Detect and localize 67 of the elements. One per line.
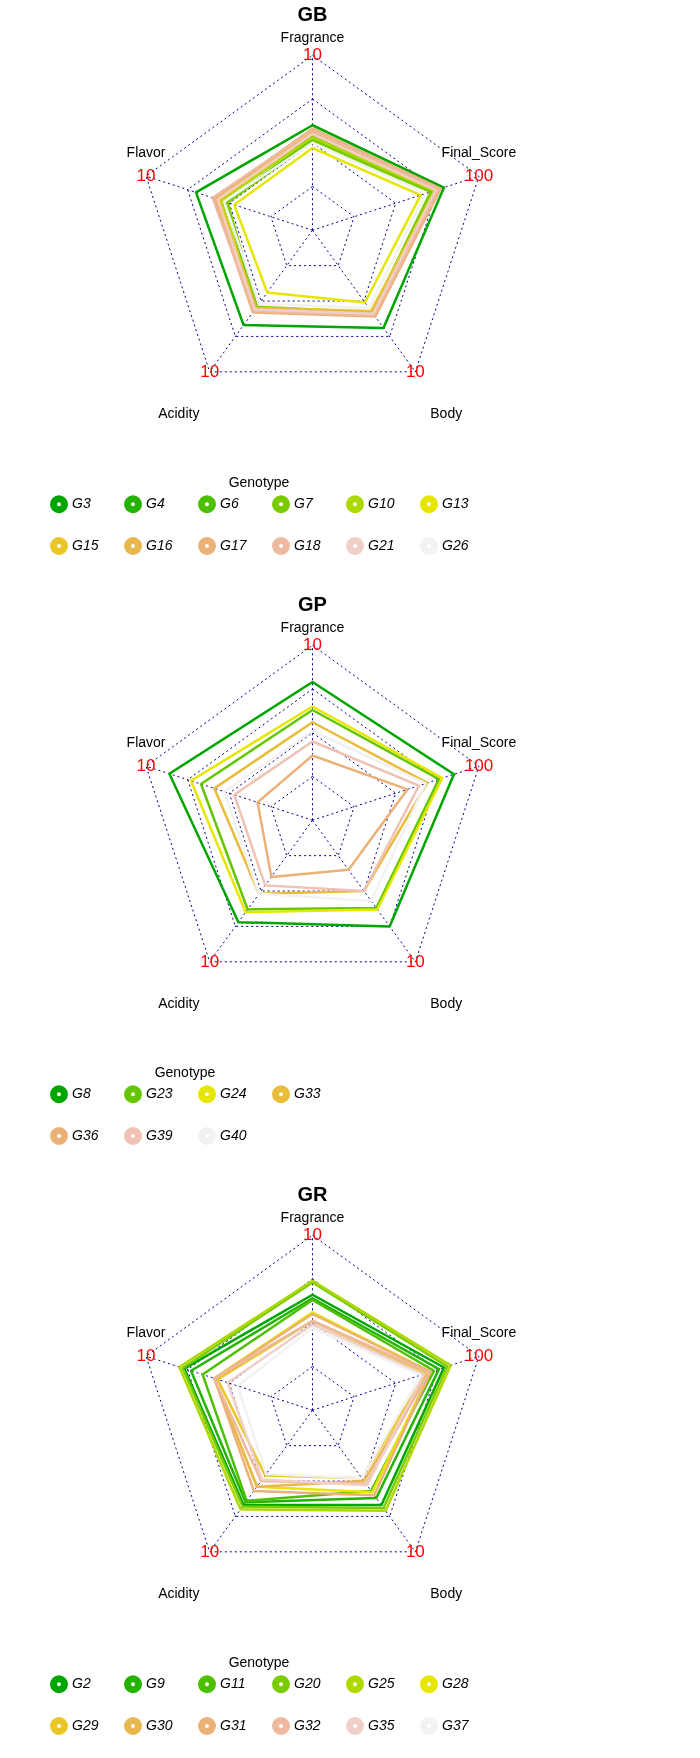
legend-label: G11 (220, 1675, 246, 1692)
legend-label: G26 (442, 537, 469, 553)
spoke-label: Flavor (126, 734, 166, 751)
text: 10 (405, 951, 425, 971)
text: 10 (303, 45, 322, 65)
spoke-label: Body (430, 405, 463, 422)
legend-label: G20 (294, 1675, 321, 1692)
legend-label: G21 (368, 537, 395, 553)
legend-label: G37 (442, 1717, 470, 1733)
legend-label: G33 (294, 1085, 321, 1102)
text: 10 (200, 361, 220, 381)
legend-label: G2 (72, 1675, 91, 1692)
spoke-label: Acidity (158, 1585, 200, 1602)
spoke-label: Final_Score (441, 1324, 517, 1341)
spoke-label: Fragrance (280, 28, 345, 45)
legend-label: G29 (72, 1717, 99, 1733)
spoke-label: Final_Score (441, 144, 517, 161)
text: 10 (405, 361, 425, 381)
legend-label: G10 (368, 495, 395, 512)
legend-label: G15 (72, 537, 99, 553)
text: 10 (136, 1346, 156, 1366)
spoke-label: Fragrance (280, 1208, 345, 1225)
legend-label: G36 (72, 1127, 99, 1143)
text: 10 (136, 756, 156, 776)
chart-title: GR (297, 1183, 329, 1205)
legend-label: G9 (146, 1675, 165, 1692)
legend-label: G31 (220, 1717, 247, 1733)
text: 100 (464, 1346, 494, 1366)
legend-title: Genotype (228, 474, 290, 490)
text: 100 (464, 756, 494, 776)
legend-label: G17 (220, 537, 248, 553)
spoke-label: Body (430, 1585, 463, 1602)
text: 10 (200, 1541, 220, 1561)
legend-label: G24 (220, 1085, 247, 1102)
legend-label: G32 (294, 1717, 321, 1733)
legend-label: G3 (72, 495, 91, 512)
legend-label: G35 (368, 1717, 395, 1733)
legend-label: G16 (146, 537, 173, 553)
legend-label: G30 (146, 1717, 173, 1733)
spoke-label: Body (430, 995, 463, 1012)
spoke-label: Flavor (126, 144, 166, 161)
legend-label: G25 (368, 1675, 395, 1692)
spoke-label: Acidity (158, 995, 200, 1012)
legend-label: G4 (146, 495, 165, 512)
text: 10 (303, 1225, 322, 1245)
legend-title: Genotype (228, 1654, 290, 1670)
legend-label: G7 (294, 495, 314, 512)
text: 10 (200, 951, 220, 971)
legend-label: G13 (442, 495, 469, 512)
legend-label: G40 (220, 1127, 247, 1143)
spoke-label: Final_Score (441, 734, 517, 751)
legend-label: G28 (442, 1675, 469, 1692)
legend-label: G23 (146, 1085, 173, 1102)
legend-title: Genotype (154, 1064, 216, 1080)
legend-label: G6 (220, 495, 239, 512)
text: 10 (136, 166, 156, 186)
chart-title: GB (297, 3, 328, 25)
spoke-label: Flavor (126, 1324, 166, 1341)
text: 10 (405, 1541, 425, 1561)
legend-label: G39 (146, 1127, 173, 1143)
text: 100 (464, 166, 494, 186)
spoke-label: Acidity (158, 405, 200, 422)
text: 10 (303, 635, 322, 655)
spoke-label: Fragrance (280, 618, 345, 635)
legend-label: G8 (72, 1085, 91, 1102)
chart-title: GP (298, 593, 327, 615)
legend-label: G18 (294, 537, 321, 553)
